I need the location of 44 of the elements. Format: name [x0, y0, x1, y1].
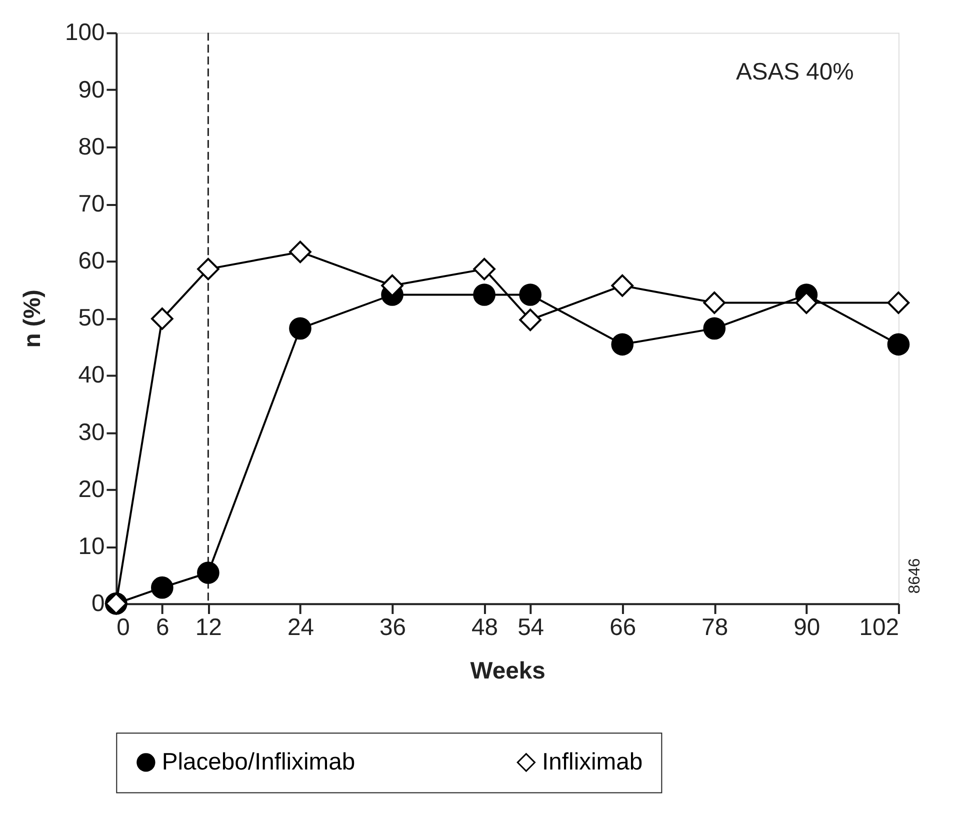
y-axis-title: n (%) [19, 290, 46, 348]
y-tick-label: 50 [78, 304, 105, 332]
point [703, 292, 726, 314]
y-tick-label: 0 [91, 590, 105, 618]
y-tick-label: 80 [78, 133, 105, 160]
y-tick-label: 70 [78, 190, 105, 218]
text: 8646 [906, 558, 924, 594]
point [703, 317, 726, 340]
y-tick-label: 10 [78, 532, 105, 560]
x-tick-label: 78 [702, 614, 728, 641]
point [289, 240, 312, 264]
point [473, 258, 496, 280]
x-tick-label: 66 [610, 614, 636, 641]
x-tick-label: 36 [380, 614, 406, 641]
legend-label: Placebo/Infliximab [162, 748, 356, 776]
point [473, 284, 496, 306]
point [151, 308, 174, 330]
y-tick-label: 60 [78, 248, 105, 275]
point [197, 562, 220, 584]
x-tick-label: 102 [859, 614, 899, 641]
x-tick-label: 0 [116, 614, 130, 641]
point [197, 258, 220, 280]
point [519, 308, 542, 332]
annotation: ASAS 40% [736, 58, 854, 86]
y-tick-label: 20 [78, 476, 105, 503]
point [519, 284, 542, 306]
x-tick-label: 12 [195, 614, 222, 641]
x-tick-label: 6 [156, 614, 170, 641]
y-tick-label: 40 [78, 362, 105, 389]
point [611, 274, 634, 297]
x-axis-title: Weeks [470, 658, 546, 685]
point [887, 333, 910, 356]
y-tick-label: 90 [78, 76, 105, 104]
x-tick-label: 48 [472, 614, 498, 641]
x-tick-label: 54 [518, 614, 544, 641]
x-tick-label: 90 [794, 614, 820, 641]
y-tick-label: 30 [78, 418, 105, 446]
point [611, 333, 634, 356]
point [151, 576, 174, 599]
y-tick-label: 100 [65, 19, 105, 46]
point [887, 292, 910, 314]
legend-label: Infliximab [542, 748, 643, 776]
point [289, 317, 312, 340]
x-tick-label: 24 [287, 614, 314, 641]
